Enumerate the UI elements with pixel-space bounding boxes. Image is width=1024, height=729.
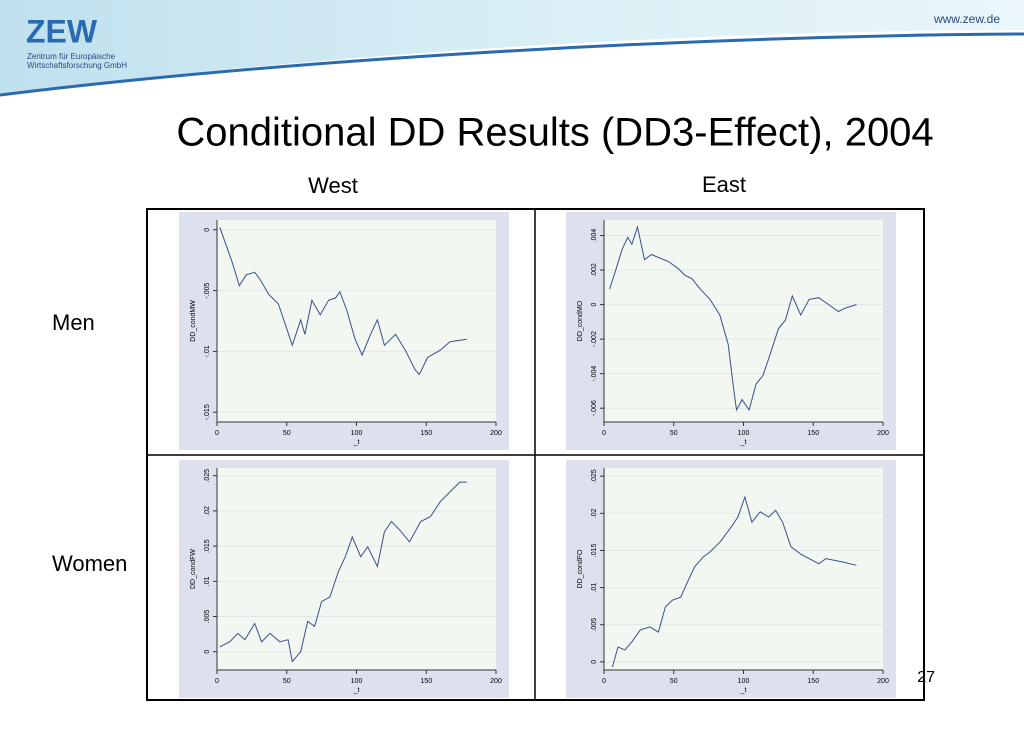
data-line xyxy=(219,481,467,663)
x-tick-label: 100 xyxy=(738,678,750,685)
page-number: 27 xyxy=(917,669,935,686)
x-tick-label: 50 xyxy=(283,430,291,437)
logo: ZEW xyxy=(26,13,98,49)
y-tick-label: .025 xyxy=(591,469,598,483)
data-line xyxy=(219,227,467,376)
header-band xyxy=(0,0,1024,95)
y-tick-label: -.005 xyxy=(204,283,211,299)
x-tick-label: 200 xyxy=(490,678,502,685)
y-tick-label: .005 xyxy=(591,618,598,632)
x-tick-label: 100 xyxy=(738,430,750,437)
x-tick-label: 150 xyxy=(807,678,819,685)
org-line: Wirtschaftsforschung GmbH xyxy=(27,61,127,70)
x-tick-label: 200 xyxy=(877,430,889,437)
x-tick-label: 100 xyxy=(351,430,363,437)
x-tick-label: 50 xyxy=(670,430,678,437)
y-axis-label: DD_condFW xyxy=(190,549,197,589)
x-tick-label: 150 xyxy=(807,430,819,437)
y-tick-label: 0 xyxy=(204,228,211,232)
slide-title: Conditional DD Results (DD3-Effect), 200… xyxy=(176,111,933,155)
y-tick-label: -.015 xyxy=(204,404,211,420)
y-tick-label: -.002 xyxy=(591,331,598,347)
header-wave xyxy=(0,32,1024,97)
y-tick-label: .02 xyxy=(591,508,598,518)
y-tick-label: .015 xyxy=(204,539,211,553)
data-line xyxy=(609,224,857,412)
row-header: Men xyxy=(52,310,95,335)
x-tick-label: 0 xyxy=(602,430,606,437)
plot-area xyxy=(604,220,883,422)
y-tick-label: 0 xyxy=(204,650,211,654)
y-tick-label: -.01 xyxy=(204,345,211,357)
y-tick-label: 0 xyxy=(591,660,598,664)
y-axis-label: DD_condFO xyxy=(577,549,584,588)
x-tick-label: 100 xyxy=(351,678,363,685)
column-header: East xyxy=(702,172,746,197)
x-tick-label: 50 xyxy=(283,678,291,685)
y-tick-label: .01 xyxy=(204,576,211,586)
y-tick-label: .02 xyxy=(204,506,211,516)
x-tick-label: 0 xyxy=(215,678,219,685)
x-tick-label: 200 xyxy=(490,430,502,437)
x-tick-label: 50 xyxy=(670,678,678,685)
row-header: Women xyxy=(52,551,127,576)
y-tick-label: .015 xyxy=(591,544,598,558)
x-axis-label: _t xyxy=(740,687,747,694)
y-tick-label: .005 xyxy=(204,610,211,624)
plot-area xyxy=(217,468,496,670)
url: www.zew.de xyxy=(933,12,1000,26)
x-tick-label: 0 xyxy=(602,678,606,685)
y-tick-label: .01 xyxy=(591,583,598,593)
data-line xyxy=(611,495,857,668)
y-axis-label: DD_condMO xyxy=(577,300,584,341)
y-tick-label: -.004 xyxy=(591,366,598,382)
y-tick-label: -.006 xyxy=(591,400,598,416)
y-tick-label: .025 xyxy=(204,469,211,483)
x-tick-label: 0 xyxy=(215,430,219,437)
x-tick-label: 150 xyxy=(420,678,432,685)
x-tick-label: 200 xyxy=(877,678,889,685)
x-axis-label: _t xyxy=(353,687,360,694)
y-tick-label: 0 xyxy=(591,303,598,307)
column-header: West xyxy=(308,173,358,198)
plot-area xyxy=(604,468,883,670)
x-axis-label: _t xyxy=(353,439,360,446)
plot-area xyxy=(217,220,496,422)
y-tick-label: .004 xyxy=(591,229,598,243)
org-line: Zentrum für Europäische xyxy=(27,52,116,61)
y-tick-label: .002 xyxy=(591,263,598,277)
x-axis-label: _t xyxy=(740,439,747,446)
y-axis-label: DD_condMW xyxy=(190,300,197,342)
x-tick-label: 150 xyxy=(420,430,432,437)
